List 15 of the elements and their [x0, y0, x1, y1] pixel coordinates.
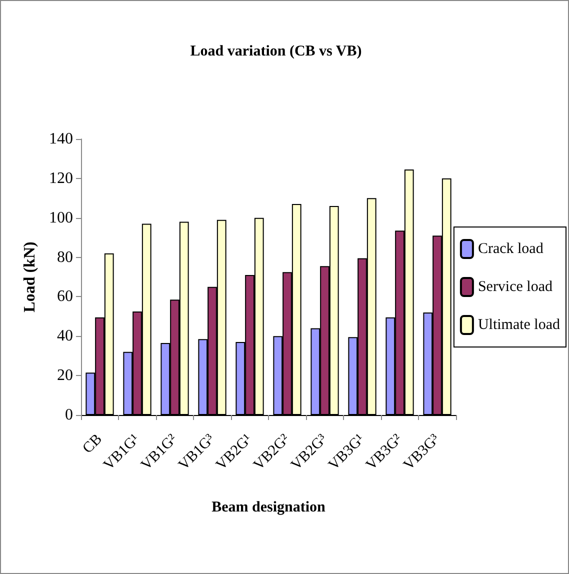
legend-label: Service load [478, 279, 553, 295]
y-axis-title: Load (kN) [22, 242, 39, 312]
x-axis-title: Beam designation [212, 500, 326, 516]
y-tick-label: 80 [57, 248, 73, 266]
y-tick-label: 20 [57, 367, 73, 384]
y-tick-label: 40 [57, 328, 73, 345]
y-tick-label: 60 [57, 288, 73, 306]
x-tick-label: CB [80, 431, 106, 457]
y-tick-label: 100 [49, 209, 73, 226]
y-tick-label: 0 [65, 406, 73, 424]
y-tick-label: 140 [49, 130, 73, 148]
legend-label: Ultimate load [478, 317, 560, 333]
legend-label: Crack load [478, 241, 544, 257]
chart-title: Load variation (CB vs VB) [190, 44, 362, 60]
y-tick-label: 120 [49, 170, 73, 187]
